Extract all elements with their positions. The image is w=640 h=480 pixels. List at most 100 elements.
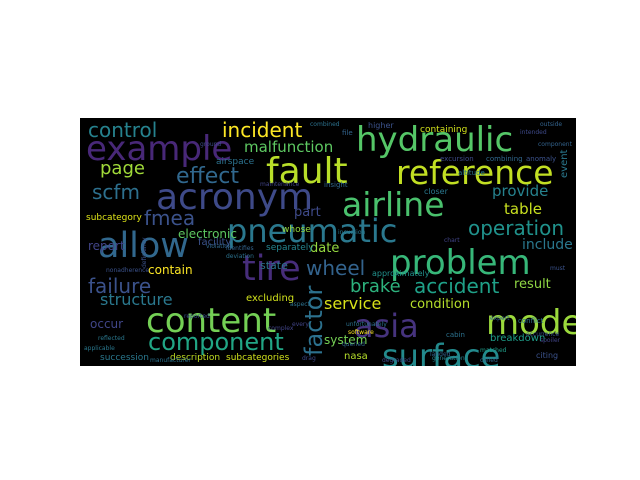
- cloud-word: altitude: [458, 169, 485, 177]
- cloud-word: subcategory: [86, 213, 142, 223]
- cloud-word: acronym: [156, 177, 314, 218]
- cloud-word: generation: [432, 355, 465, 362]
- cloud-word: excluding: [246, 293, 295, 304]
- cloud-word: called: [480, 357, 498, 364]
- cloud-word: table: [504, 200, 542, 218]
- cloud-word: whose: [282, 225, 311, 235]
- cloud-word: content: [146, 301, 277, 341]
- cloud-word: conflict: [518, 317, 544, 325]
- cloud-word: brake: [350, 276, 401, 297]
- cloud-word: nasa: [344, 351, 368, 362]
- cloud-word: operation: [468, 216, 565, 240]
- cloud-word: service: [324, 294, 382, 313]
- cloud-word: example: [86, 129, 233, 169]
- cloud-word: subcategories: [226, 353, 290, 363]
- cloud-word: maintenance: [260, 181, 300, 188]
- cloud-word: containing: [420, 125, 468, 135]
- cloud-word: expert: [490, 315, 510, 322]
- cloud-word: combined: [310, 121, 340, 128]
- cloud-word: part: [294, 205, 321, 220]
- cloud-word: control: [88, 118, 158, 142]
- cloud-word: matched: [480, 347, 507, 354]
- cloud-word: excursion: [440, 155, 474, 163]
- cloud-word: pneumatic: [227, 212, 398, 250]
- cloud-word: unfortunately: [346, 321, 387, 328]
- cloud-word: result: [514, 277, 551, 292]
- cloud-word: citing: [536, 351, 559, 360]
- cloud-word: asia: [354, 307, 419, 345]
- cloud-word: cabin: [446, 331, 465, 339]
- cloud-word: applicable: [84, 345, 115, 352]
- cloud-word: intended: [520, 129, 547, 136]
- cloud-word: anomaly: [526, 155, 557, 163]
- cloud-word: landed: [430, 351, 451, 358]
- cloud-word: drag: [302, 355, 316, 362]
- cloud-word: outside: [540, 121, 563, 128]
- cloud-word: description: [170, 353, 221, 363]
- cloud-word: deficiency: [141, 237, 148, 268]
- cloud-word: airline: [342, 185, 445, 224]
- cloud-word: contain: [148, 263, 193, 277]
- cloud-word: problem: [390, 243, 531, 283]
- cloud-word: complex: [268, 325, 294, 332]
- cloud-word: date: [310, 241, 340, 256]
- cloud-word: spoiler: [540, 337, 561, 344]
- cloud-word: fmea: [144, 206, 196, 230]
- cloud-word: facility: [198, 237, 232, 248]
- cloud-word: component: [148, 328, 284, 356]
- cloud-word: closer: [424, 187, 448, 196]
- cloud-word: structure: [100, 290, 173, 309]
- cloud-word: occur: [90, 317, 124, 331]
- cloud-word: electronic: [178, 227, 237, 241]
- cloud-word: every: [292, 321, 309, 328]
- cloud-word: succession: [100, 353, 149, 363]
- cloud-word: failure: [88, 274, 152, 298]
- cloud-word: software: [348, 329, 374, 336]
- cloud-word: hydraulic: [356, 120, 514, 160]
- cloud-word: deviation: [226, 253, 254, 260]
- cloud-word: mode: [486, 303, 576, 343]
- word-cloud: hydraulic fault reference example acrony…: [80, 118, 576, 366]
- cloud-word: breakdown: [490, 333, 546, 344]
- cloud-word: chart: [444, 237, 460, 244]
- cloud-word: queried: [342, 341, 365, 348]
- cloud-word: surface: [382, 337, 501, 366]
- cloud-word: manufacturer: [150, 357, 191, 364]
- cloud-word: higher: [368, 121, 394, 130]
- cloud-word: condition: [410, 297, 471, 312]
- cloud-word: reference: [396, 153, 554, 192]
- cloud-word: incursion: [338, 229, 366, 236]
- cloud-word: accident: [414, 274, 500, 298]
- cloud-word: insight: [324, 181, 348, 189]
- cloud-word: aspect: [290, 301, 310, 308]
- cloud-word: state: [260, 259, 288, 272]
- cloud-word: malfunction: [244, 138, 334, 156]
- cloud-word: degraded: [382, 357, 411, 364]
- cloud-word: airspace: [216, 157, 255, 167]
- cloud-word: reported: [184, 313, 210, 320]
- cloud-word: separately: [266, 243, 314, 253]
- cloud-word: reflected: [98, 335, 125, 342]
- cloud-word: include: [522, 237, 573, 253]
- cloud-word: fault: [266, 151, 348, 192]
- cloud-word: wheel: [306, 256, 366, 280]
- cloud-word: effect: [176, 164, 239, 189]
- cloud-word: system: [324, 333, 368, 347]
- cloud-word: component: [538, 141, 572, 148]
- cloud-word: scfm: [92, 180, 140, 204]
- cloud-word: file: [342, 129, 353, 137]
- cloud-word: violation: [206, 243, 232, 250]
- cloud-word: report: [88, 239, 125, 253]
- cloud-word: tire: [242, 249, 301, 289]
- cloud-word: provide: [492, 182, 549, 200]
- cloud-word: nonadherence: [106, 267, 150, 274]
- cloud-word: occurrence: [526, 331, 560, 338]
- cloud-word: identifies: [226, 245, 254, 252]
- cloud-word: combining: [486, 155, 523, 163]
- cloud-word: allow: [98, 226, 189, 266]
- cloud-word: approximately: [372, 269, 430, 278]
- cloud-word: event: [559, 149, 570, 178]
- cloud-word: page: [100, 158, 145, 179]
- cloud-word: incident: [222, 118, 303, 142]
- cloud-word: must: [550, 265, 566, 272]
